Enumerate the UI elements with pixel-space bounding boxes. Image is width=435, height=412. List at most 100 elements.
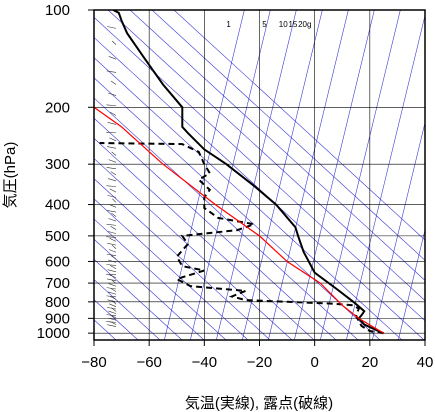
adiabat-lines: [94, 10, 425, 340]
wind-barb: [106, 70, 117, 73]
wind-barb: [107, 324, 117, 327]
y-tick-label: 200: [45, 99, 70, 116]
wind-barb: [109, 238, 117, 242]
mixing-ratio-label: 20g: [298, 20, 311, 29]
wind-barb: [111, 307, 117, 312]
wind-barb: [107, 278, 117, 281]
wind-barb: [110, 255, 117, 260]
temperature-line: [112, 10, 384, 335]
wind-barb: [109, 303, 117, 307]
mixing-ratio-label: 1: [226, 20, 231, 29]
mixing-ratio-line: [424, 335, 425, 340]
wind-barb: [106, 295, 117, 298]
x-tick-label: 20: [361, 354, 378, 371]
adiabat-line: [151, 10, 425, 261]
adiabat-line: [94, 279, 161, 340]
adiabat-line: [94, 218, 227, 340]
y-tick-label: 800: [45, 294, 70, 311]
mixing-ratio-line: [242, 10, 323, 340]
adiabat-line: [94, 198, 249, 340]
wind-barb: [108, 259, 117, 263]
mixing-ratio-line: [216, 10, 297, 340]
y-tick-label: 400: [45, 197, 70, 214]
adiabat-line: [94, 117, 337, 340]
adiabat-line: [94, 137, 315, 340]
wind-barb: [111, 40, 117, 45]
wind-barb: [109, 204, 117, 208]
wind-barb: [106, 210, 117, 213]
wind-barb: [108, 218, 117, 222]
adiabat-line: [94, 158, 293, 340]
wind-barb: [107, 299, 117, 303]
wind-barb: [107, 146, 117, 149]
wind-barb: [108, 56, 117, 60]
x-tick-label: 0: [310, 354, 318, 371]
y-tick-label: 1000: [37, 325, 70, 342]
wind-barb: [106, 167, 117, 170]
wind-barb: [106, 273, 117, 276]
mixing-ratio-label: 10: [279, 20, 288, 29]
adiabat-line: [94, 238, 205, 340]
x-tick-label: −60: [136, 354, 161, 371]
wind-barb: [109, 188, 117, 193]
adiabat-line: [129, 10, 425, 281]
wind-barb: [110, 111, 117, 116]
wind-barb: [109, 274, 117, 279]
x-axis: −80 −60 −40 −20 0 20 40: [81, 340, 433, 371]
mixing-ratio-line: [372, 121, 425, 340]
adiabat-line: [94, 97, 359, 340]
wind-barb: [109, 295, 117, 300]
adiabat-line: [94, 178, 271, 340]
y-tick-label: 500: [45, 228, 70, 245]
wind-barb: [108, 159, 117, 163]
wind-barb: [107, 242, 117, 246]
wind-barb: [111, 212, 117, 217]
mixing-ratio-line: [346, 14, 425, 340]
wind-barb: [112, 300, 117, 305]
adiabat-line: [173, 10, 425, 241]
wind-barb: [109, 321, 117, 325]
wind-barb: [112, 198, 117, 203]
wind-barb: [110, 80, 117, 85]
wind-barb: [106, 131, 117, 134]
wind-barb: [109, 137, 117, 142]
adiabat-line: [94, 258, 183, 340]
wind-barb: [108, 310, 117, 314]
y-tick-label: 900: [45, 310, 70, 327]
wind-barb: [107, 122, 117, 125]
wind-barb: [108, 92, 117, 96]
wind-barb: [106, 223, 117, 226]
wind-barb: [106, 104, 117, 107]
mixing-ratio-line: [398, 228, 425, 340]
y-tick-label: 700: [45, 275, 70, 292]
y-tick-label: 600: [45, 253, 70, 270]
y-tick-label: 100: [45, 2, 70, 19]
wind-barb: [111, 279, 117, 284]
y-axis-label: 気圧(hPa): [2, 142, 19, 209]
mixing-ratio-line: [294, 10, 375, 340]
x-tick-label: −80: [81, 354, 106, 371]
wind-barb: [110, 171, 117, 176]
profile-lines: [94, 10, 384, 335]
adiabat-line: [94, 16, 425, 322]
dewpoint-line: [99, 142, 384, 335]
wind-barb: [107, 317, 117, 321]
wind-barb: [110, 265, 117, 270]
wind-barb: [108, 283, 117, 287]
wind-barb: [107, 26, 117, 29]
wind-barb: [106, 236, 117, 238]
mixing-ratio-line: [268, 10, 349, 340]
wind-barb: [111, 151, 117, 156]
adiabat-line: [107, 10, 425, 301]
x-tick-label: −40: [192, 354, 217, 371]
x-axis-label: 気温(実線), 露点(破線): [185, 395, 333, 412]
adiabat-line: [94, 37, 425, 340]
adiabat-line: [94, 77, 381, 340]
wind-barb: [107, 178, 117, 182]
mixing-ratio-line: [320, 10, 401, 340]
wind-barbs: [106, 10, 117, 327]
parcel-line: [94, 106, 384, 334]
x-tick-label: −20: [247, 354, 272, 371]
